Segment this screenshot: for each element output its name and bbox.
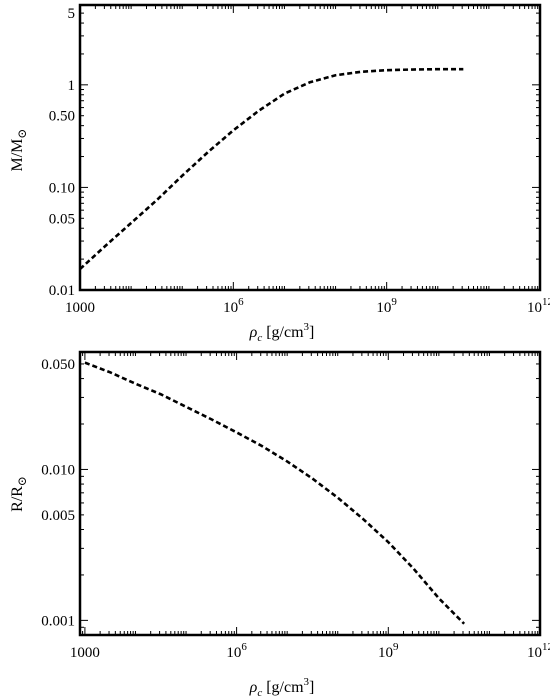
x-tick-label: 106	[223, 296, 244, 316]
y-tick-label: 5	[68, 6, 76, 22]
radius-chart: 0.050 0.010 0.005 0.001 1000 106 109 1012 ρc [g…	[9, 350, 550, 699]
radius-chart-ticks: 0.050 0.010 0.005 0.001 1000 106 109 1012	[41, 351, 550, 661]
radius-chart-frame	[78, 350, 542, 637]
x-tick-label: 1012	[527, 641, 550, 661]
x-tick-label: 1012	[527, 296, 550, 316]
y-tick-label: 0.10	[49, 180, 75, 196]
x-tick-label: 109	[378, 641, 399, 661]
y-tick-label: 0.001	[41, 613, 75, 629]
x-tick-label: 1000	[70, 645, 100, 661]
y-tick-label: 0.05	[49, 211, 75, 227]
mass-chart-frame	[78, 3, 542, 292]
y-tick-label: 0.01	[49, 283, 75, 299]
y-tick-label: 0.010	[41, 462, 75, 478]
mass-chart-y-label: M/M⊙	[9, 129, 29, 172]
radius-chart-x-label: ρc [g/cm3]	[249, 676, 315, 699]
mass-curve	[79, 67, 464, 271]
y-tick-label: 0.50	[49, 109, 75, 125]
radius-curve	[84, 361, 466, 625]
x-tick-label: 109	[376, 296, 397, 316]
y-tick-label: 0.050	[41, 357, 75, 373]
y-tick-label: 0.005	[41, 508, 75, 524]
y-tick-label: 1	[68, 78, 76, 94]
radius-chart-y-label: R/R⊙	[9, 476, 29, 512]
mass-chart-x-label: ρc [g/cm3]	[249, 321, 315, 344]
x-tick-label: 1000	[65, 300, 95, 316]
x-tick-label: 106	[226, 641, 247, 661]
